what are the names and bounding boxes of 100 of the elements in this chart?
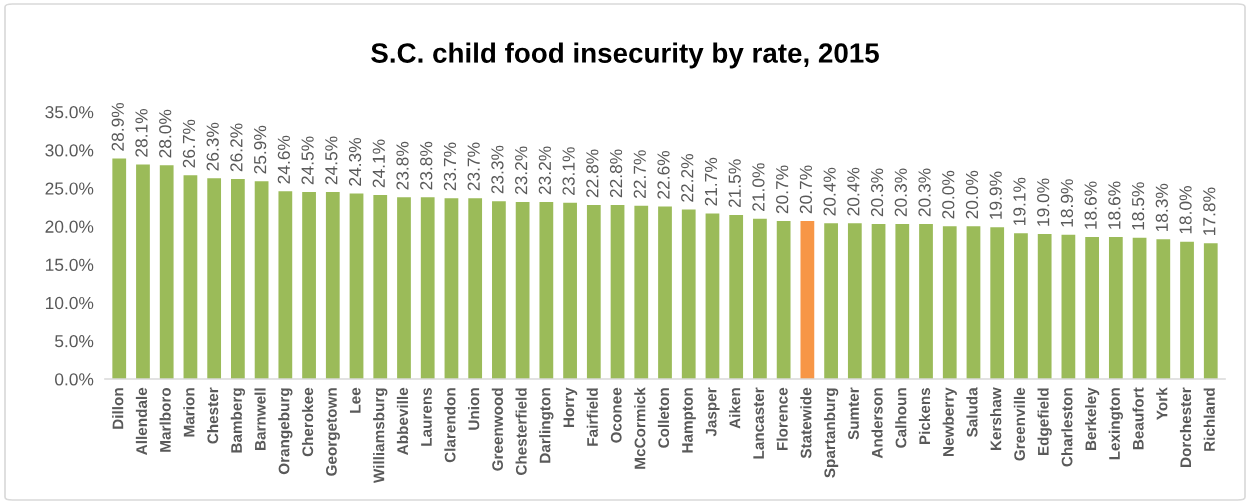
bar [112, 158, 127, 380]
data-label: 17.8% [1203, 187, 1216, 235]
data-label: 24.5% [325, 136, 338, 185]
bar [895, 224, 910, 380]
data-label: 18.6% [1108, 181, 1121, 229]
x-tick-label: Horry [563, 387, 578, 428]
x-tick-label: Anderson [871, 388, 883, 459]
data-label: 28.1% [135, 109, 148, 157]
data-label: 25.9% [253, 125, 267, 174]
bar [705, 213, 720, 380]
data-label: 21.0% [752, 163, 765, 211]
data-label: 22.7% [633, 150, 646, 198]
y-tick-label: 25.0% [45, 182, 94, 195]
x-tick-label: Lexington [1108, 388, 1123, 460]
chart-title: S.C. child food insecurity by rate, 2015 [371, 42, 879, 69]
x-tick-label: Orangeburg [278, 388, 293, 475]
bar [136, 164, 150, 380]
x-tick-label: Jasper [705, 387, 720, 437]
x-tick-label: Sumter [848, 387, 859, 440]
bar [302, 192, 316, 380]
data-label: 21.5% [728, 159, 741, 208]
x-tick-label: Chester [207, 387, 219, 444]
bar [1014, 233, 1028, 380]
data-label: 28.9% [111, 102, 124, 151]
bar [515, 201, 530, 380]
bar [1037, 234, 1052, 380]
data-label: 28.0% [159, 109, 172, 158]
data-label: 24.5% [301, 136, 314, 185]
x-tick-label: Spartanburg [823, 388, 839, 478]
bar [729, 214, 744, 380]
data-label: 20.4% [847, 167, 860, 216]
data-label: 19.9% [989, 171, 1002, 219]
y-tick-label: 10.0% [45, 296, 94, 310]
data-label: 26.3% [206, 122, 219, 171]
x-tick-label: McCormick [634, 387, 646, 469]
data-label: 24.1% [372, 139, 385, 188]
x-tick-label: Pickens [918, 387, 931, 445]
data-label: 26.7% [182, 119, 196, 168]
x-tick-label: Saluda [966, 387, 978, 437]
bar [871, 224, 886, 380]
bar [420, 197, 435, 380]
data-label: 20.7% [776, 165, 789, 214]
data-label: 22.2% [681, 154, 694, 202]
bar [847, 223, 862, 380]
data-label: 20.0% [965, 170, 979, 219]
y-tick-label: 20.0% [45, 220, 94, 233]
data-label: 23.3% [491, 145, 504, 194]
x-tick-label: Beaufort [1132, 387, 1144, 450]
bar [563, 202, 577, 380]
data-label: 23.1% [562, 147, 575, 195]
x-tick-label: Richland [1203, 388, 1215, 451]
data-label: 24.6% [277, 135, 290, 184]
bar [397, 197, 411, 380]
bar [278, 191, 293, 380]
data-label: 24.3% [348, 138, 362, 186]
bar [1203, 243, 1218, 380]
x-tick-label: Statewide [800, 387, 812, 459]
bar [1085, 237, 1099, 380]
data-label: 23.8% [420, 141, 433, 190]
y-tick-label: 30.0% [45, 144, 94, 157]
x-tick-label: Lancaster [753, 387, 765, 459]
bar [990, 227, 1005, 380]
x-tick-label: York [1156, 387, 1168, 420]
x-tick-label: Colleton [657, 388, 670, 448]
x-tick-label: Fairfield [586, 388, 598, 446]
bar [824, 223, 838, 380]
data-label: 22.8% [586, 149, 599, 198]
x-tick-label: Newberry [942, 387, 957, 456]
bar [1108, 237, 1123, 380]
x-tick-label: Florence [776, 387, 788, 450]
bar [658, 206, 672, 380]
x-tick-label: Berkeley [1085, 387, 1100, 451]
x-tick-label: Abbeville [396, 387, 409, 455]
y-tick-label: 0.0% [55, 373, 94, 386]
x-tick-label: Dorchester [1179, 387, 1192, 467]
x-tick-label: Georgetown [326, 388, 340, 476]
bar [753, 218, 767, 380]
data-label: 22.6% [657, 150, 670, 199]
bar [349, 193, 364, 380]
bar [610, 205, 625, 380]
bar [254, 181, 269, 380]
data-label: 19.0% [1037, 178, 1050, 226]
x-tick-label: Darlington [539, 388, 554, 463]
data-label: 20.3% [918, 168, 931, 217]
data-label: 20.3% [894, 168, 907, 217]
x-tick-label: Barnwell [254, 388, 266, 450]
data-label: 23.8% [396, 141, 409, 190]
x-tick-label: Laurens [421, 387, 432, 446]
bar [776, 221, 791, 380]
bar [159, 165, 174, 380]
bar [800, 221, 815, 380]
data-label: 20.3% [870, 168, 884, 217]
x-tick-label: Calhoun [895, 388, 907, 448]
x-tick-label: Charleston [1061, 388, 1073, 467]
bar [468, 198, 483, 380]
bar [183, 175, 198, 380]
bar [1180, 241, 1194, 380]
data-label: 18.5% [1131, 182, 1145, 230]
data-label: 18.3% [1155, 183, 1168, 232]
data-label: 23.7% [443, 142, 457, 191]
